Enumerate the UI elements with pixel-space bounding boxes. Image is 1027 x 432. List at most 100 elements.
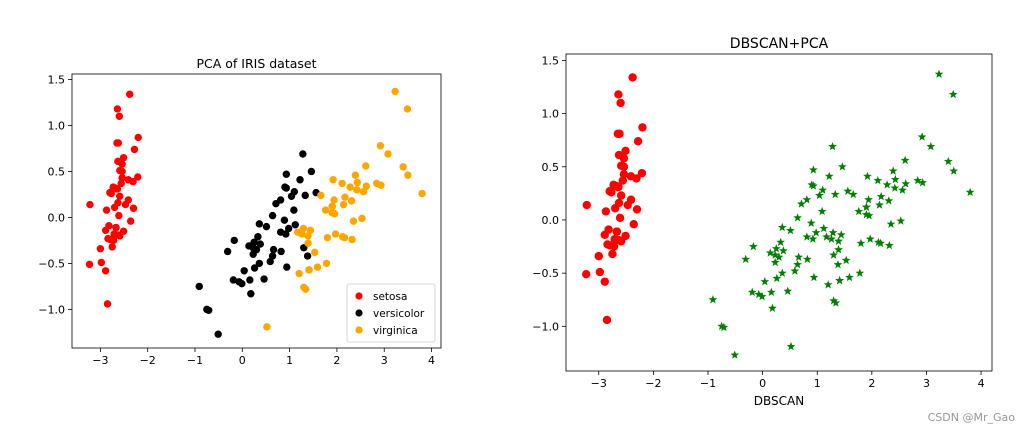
- point-virginica: [323, 233, 332, 242]
- point-virginica: [349, 217, 358, 225]
- point-cluster-0: [629, 220, 638, 229]
- x-tick-label: 2: [333, 354, 340, 367]
- point-cluster-0: [632, 205, 642, 214]
- point-cluster-1: [730, 350, 740, 359]
- point-cluster-1: [766, 287, 776, 296]
- point-cluster-1: [828, 228, 838, 237]
- point-virginica: [306, 226, 315, 235]
- point-cluster-0: [616, 191, 626, 200]
- point-cluster-0: [614, 182, 623, 192]
- point-setosa: [126, 90, 134, 98]
- point-cluster-1: [776, 237, 786, 247]
- point-virginica: [293, 228, 302, 236]
- point-versicolor: [262, 222, 271, 231]
- y-tick-label: −0.5: [532, 267, 559, 280]
- point-cluster-1: [774, 252, 784, 261]
- point-setosa: [104, 234, 112, 243]
- point-cluster-0: [582, 269, 591, 279]
- point-cluster-0: [613, 129, 623, 138]
- x-tick-label: 3: [381, 354, 388, 367]
- x-tick-label: 2: [868, 377, 875, 390]
- point-versicolor: [307, 167, 316, 176]
- point-cluster-1: [765, 248, 775, 257]
- x-tick-label: 1: [814, 377, 821, 390]
- point-virginica: [300, 283, 308, 292]
- chart-dbscan: DBSCAN+PCA −3 −2 −1 0 1 2 3 4 −1.0 −0.5 0.0 0.5 1.0…: [532, 36, 993, 408]
- point-virginica: [331, 230, 340, 238]
- point-cluster-1: [890, 174, 900, 184]
- point-virginica: [321, 206, 330, 214]
- point-virginica: [399, 163, 407, 171]
- point-setosa: [97, 258, 106, 267]
- point-cluster-1: [862, 210, 871, 219]
- point-virginica: [418, 189, 426, 198]
- point-virginica: [328, 202, 336, 211]
- point-virginica: [346, 183, 354, 191]
- point-cluster-1: [949, 166, 959, 175]
- point-cluster-1: [965, 187, 975, 197]
- point-cluster-1: [837, 162, 847, 171]
- point-cluster-1: [770, 250, 780, 259]
- point-cluster-1: [768, 303, 777, 312]
- point-cluster-1: [934, 69, 944, 78]
- point-cluster-1: [803, 254, 812, 264]
- point-versicolor: [256, 240, 264, 248]
- point-setosa: [119, 153, 128, 162]
- legend-marker-virginica: [355, 326, 363, 334]
- point-setosa: [113, 139, 121, 147]
- point-cluster-1: [777, 268, 787, 277]
- point-virginica: [328, 209, 336, 217]
- point-versicolor: [280, 216, 289, 224]
- point-cluster-1: [918, 178, 928, 187]
- point-versicolor: [299, 150, 307, 158]
- point-cluster-1: [873, 175, 883, 185]
- x-tick-label: −1: [700, 377, 716, 390]
- point-versicolor: [283, 263, 291, 271]
- point-cluster-1: [786, 341, 796, 351]
- point-cluster-0: [637, 168, 647, 178]
- point-setosa: [117, 179, 125, 188]
- point-virginica: [263, 323, 271, 331]
- point-cluster-1: [786, 225, 795, 235]
- x-tick-label: −2: [645, 377, 661, 390]
- point-virginica: [341, 193, 349, 201]
- point-cluster-0: [621, 146, 630, 156]
- point-setosa: [112, 223, 120, 232]
- point-cluster-1: [771, 244, 781, 253]
- y-tick-label: 0.0: [48, 211, 66, 224]
- point-setosa: [113, 105, 122, 113]
- point-virginica: [353, 186, 361, 194]
- point-virginica: [299, 224, 308, 233]
- point-versicolor: [235, 278, 243, 286]
- y-axis: −1.0 −0.5 0.0 0.5 1.0 1.5: [532, 54, 566, 333]
- point-cluster-1: [856, 238, 866, 248]
- point-virginica: [305, 266, 313, 274]
- point-virginica: [322, 259, 331, 268]
- y-tick-label: 1.0: [542, 108, 560, 121]
- point-versicolor: [291, 221, 299, 229]
- chart-pca: PCA of IRIS dataset −3 −2 −1 0 1 2 3 4 −1.0 −0.5…: [38, 56, 442, 367]
- y-tick-label: −1.0: [532, 320, 559, 333]
- legend: setosa versicolor virginica: [346, 283, 436, 343]
- point-cluster-1: [865, 234, 875, 243]
- point-virginica: [404, 171, 412, 179]
- point-versicolor: [266, 257, 274, 266]
- point-cluster-1: [748, 241, 758, 251]
- point-versicolor: [268, 211, 277, 220]
- point-setosa: [108, 243, 116, 251]
- point-virginica: [313, 263, 322, 271]
- point-versicolor: [240, 267, 248, 275]
- point-cluster-1: [829, 250, 838, 259]
- point-cluster-1: [797, 199, 806, 208]
- point-virginica: [358, 214, 366, 223]
- point-cluster-1: [827, 234, 836, 243]
- point-virginica: [403, 105, 412, 113]
- point-cluster-1: [823, 280, 833, 289]
- y-tick-label: 0.5: [542, 161, 560, 174]
- y-tick-label: −0.5: [38, 257, 65, 270]
- point-cluster-1: [778, 246, 788, 255]
- chart-title: DBSCAN+PCA: [730, 36, 829, 52]
- point-cluster-0: [602, 315, 612, 325]
- point-cluster-0: [603, 240, 612, 249]
- point-cluster-1: [811, 228, 821, 237]
